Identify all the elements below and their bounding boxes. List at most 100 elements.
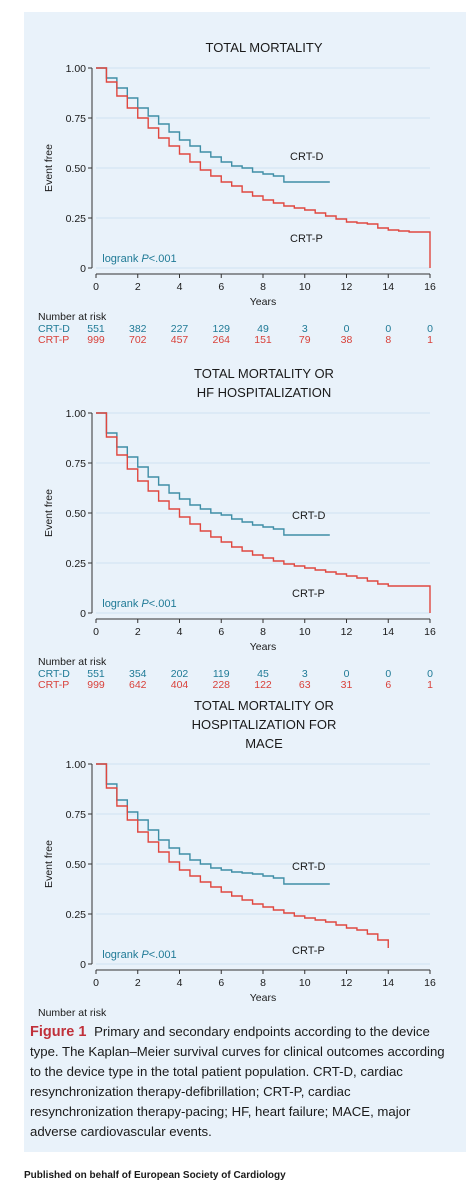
logrank-annotation: logrank P<.001: [102, 253, 176, 265]
risk-value: 8: [385, 334, 391, 346]
risk-value: 119: [213, 668, 230, 680]
y-tick-label: 0: [80, 263, 86, 275]
chart-title-line: HF HOSPITALIZATION: [197, 385, 332, 400]
x-tick-label: 4: [177, 626, 183, 638]
x-tick-label: 10: [299, 626, 311, 638]
x-tick-label: 12: [341, 626, 353, 638]
logrank-p: P: [141, 598, 149, 610]
y-tick-label: 0: [80, 608, 86, 620]
risk-value: 702: [129, 334, 147, 346]
logrank-prefix: logrank: [102, 253, 141, 265]
x-tick-label: 8: [260, 626, 266, 638]
series-line-crt-p: [96, 763, 389, 948]
risk-value: 151: [254, 334, 272, 346]
chart-title-line: TOTAL MORTALITY OR: [194, 698, 334, 713]
risk-table-heading: Number at risk: [38, 311, 107, 323]
risk-value: 642: [129, 679, 147, 691]
logrank-prefix: logrank: [102, 598, 141, 610]
y-axis-label: Event free: [43, 144, 55, 192]
risk-value: 1: [427, 679, 433, 691]
figure-panel-background: [24, 12, 466, 1152]
logrank-suffix: <.001: [149, 949, 177, 961]
risk-value: 0: [427, 323, 433, 335]
y-tick-label: 0.75: [66, 113, 87, 125]
risk-value: 122: [254, 679, 272, 691]
risk-table-heading: Number at risk: [38, 1007, 107, 1016]
risk-value: 1: [427, 334, 433, 346]
risk-value: 551: [87, 323, 105, 335]
y-tick-label: 0.25: [66, 213, 87, 225]
x-tick-label: 2: [135, 281, 141, 293]
y-axis-label: Event free: [43, 489, 55, 537]
y-tick-label: 1.00: [66, 759, 87, 771]
x-tick-label: 0: [93, 281, 99, 293]
series-label-crt-p: CRT-P: [292, 588, 325, 600]
risk-value: 31: [341, 679, 353, 691]
y-tick-label: 0.50: [66, 508, 87, 520]
y-tick-label: 0.50: [66, 163, 87, 175]
logrank-prefix: logrank: [102, 949, 141, 961]
x-tick-label: 0: [93, 977, 99, 989]
series-label-crt-p: CRT-P: [292, 945, 325, 957]
x-tick-label: 4: [177, 977, 183, 989]
risk-value: 382: [129, 323, 147, 335]
x-tick-label: 6: [218, 281, 224, 293]
series-line-crt-p: [96, 412, 431, 613]
figure-caption-text: Primary and secondary endpoints accordin…: [30, 1024, 445, 1139]
risk-value: 228: [212, 679, 230, 691]
logrank-p: P: [141, 949, 149, 961]
x-tick-label: 0: [93, 626, 99, 638]
risk-value: 38: [341, 334, 353, 346]
series-line-crt-d: [96, 763, 330, 885]
risk-value: 999: [87, 679, 105, 691]
y-tick-label: 0: [80, 959, 86, 971]
series-line-crt-p: [96, 67, 431, 268]
risk-value: 0: [344, 668, 350, 680]
risk-row-label: CRT-D: [38, 668, 70, 680]
x-axis-label: Years: [250, 992, 276, 1004]
x-tick-label: 14: [382, 626, 394, 638]
risk-value: 3: [302, 323, 308, 335]
y-axis-label: Event free: [43, 840, 55, 888]
risk-value: 551: [87, 668, 105, 680]
chart-title-line: TOTAL MORTALITY: [205, 40, 322, 55]
publisher-footer: Published on behalf of European Society …: [24, 1170, 286, 1181]
chart-title-line: TOTAL MORTALITY OR: [194, 366, 334, 381]
x-tick-label: 10: [299, 281, 311, 293]
risk-value: 202: [171, 668, 189, 680]
risk-value: 0: [344, 323, 350, 335]
risk-value: 999: [87, 334, 105, 346]
series-line-crt-d: [96, 412, 330, 536]
risk-value: 0: [427, 668, 433, 680]
risk-value: 227: [171, 323, 189, 335]
x-tick-label: 8: [260, 977, 266, 989]
logrank-annotation: logrank P<.001: [102, 598, 176, 610]
risk-table-heading: Number at risk: [38, 656, 107, 668]
series-label-crt-d: CRT-D: [292, 861, 325, 873]
risk-value: 129: [212, 323, 230, 335]
y-tick-label: 1.00: [66, 408, 87, 420]
chart-title-line: HOSPITALIZATION FOR: [192, 717, 337, 732]
series-label-crt-p: CRT-P: [290, 233, 323, 245]
x-tick-label: 6: [218, 977, 224, 989]
risk-row-label: CRT-D: [38, 323, 70, 335]
x-axis-label: Years: [250, 296, 276, 308]
y-tick-label: 1.00: [66, 63, 87, 75]
x-tick-label: 14: [382, 281, 394, 293]
x-tick-label: 16: [424, 977, 436, 989]
risk-value: 404: [171, 679, 189, 691]
chart-total-mortality-or-hf-hospitalization: TOTAL MORTALITY OR HF HOSPITALIZATION 0 0.2…: [38, 366, 436, 691]
series-label-crt-d: CRT-D: [292, 510, 325, 522]
x-tick-label: 6: [218, 626, 224, 638]
x-tick-label: 4: [177, 281, 183, 293]
risk-value: 0: [385, 668, 391, 680]
risk-value: 6: [385, 679, 391, 691]
risk-row-label: CRT-P: [38, 679, 69, 691]
logrank-suffix: <.001: [149, 598, 177, 610]
logrank-annotation: logrank P<.001: [102, 949, 176, 961]
risk-row-label: CRT-P: [38, 334, 69, 346]
x-tick-label: 8: [260, 281, 266, 293]
risk-value: 3: [302, 668, 308, 680]
chart-total-mortality-or-hospitalization-for-mace: TOTAL MORTALITY OR HOSPITALIZATION FOR MAC…: [38, 698, 436, 1016]
